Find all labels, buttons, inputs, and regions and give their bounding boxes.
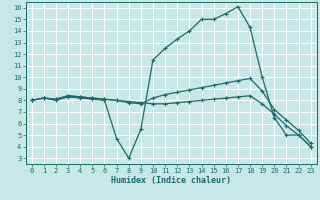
X-axis label: Humidex (Indice chaleur): Humidex (Indice chaleur) xyxy=(111,176,231,185)
